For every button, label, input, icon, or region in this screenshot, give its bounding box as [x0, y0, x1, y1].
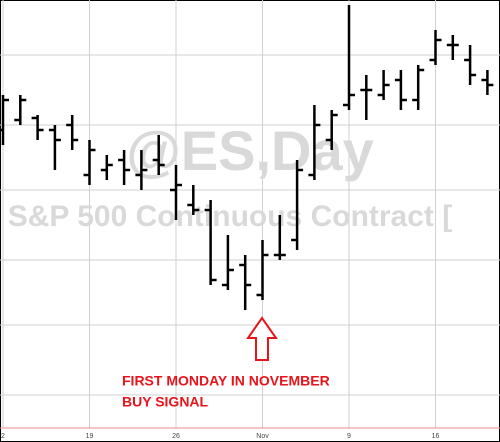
- annotation: FIRST MONDAY IN NOVEMBER: [122, 373, 330, 389]
- x-tick-label: 2: [1, 433, 5, 440]
- x-tick-label: 19: [86, 433, 94, 440]
- annotation: BUY SIGNAL: [122, 394, 209, 410]
- x-tick-label: 9: [347, 433, 351, 440]
- arrow: [246, 316, 278, 361]
- x-tick-label: 26: [172, 433, 180, 440]
- x-tick-label: 16: [432, 433, 440, 440]
- watermark: @ES,Day: [126, 119, 374, 182]
- watermark-subtitle: S&P 500 Continuous Contract [: [8, 200, 453, 233]
- x-tick-label: Nov: [256, 433, 269, 440]
